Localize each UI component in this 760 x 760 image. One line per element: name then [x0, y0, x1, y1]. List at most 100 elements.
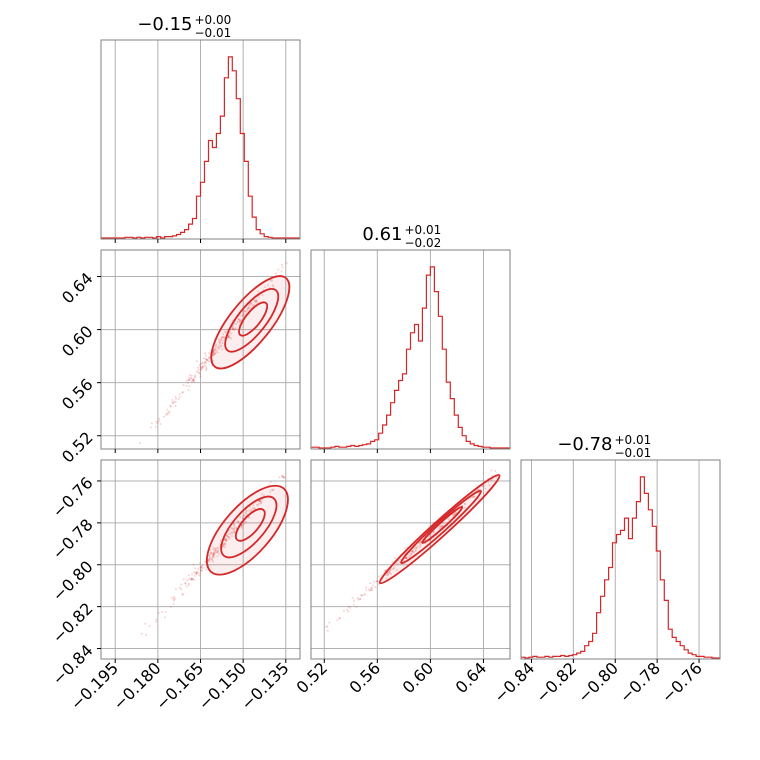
scatter-point	[210, 551, 213, 554]
scatter-point	[247, 307, 250, 310]
scatter-point	[223, 330, 226, 333]
scatter-point	[204, 352, 206, 355]
scatter-point	[251, 507, 254, 510]
scatter-point	[166, 408, 169, 411]
pair-2-contour-1	[400, 489, 482, 565]
scatter-point	[224, 543, 227, 546]
scatter-point	[370, 587, 373, 590]
scatter-point	[199, 375, 202, 378]
scatter-point	[215, 343, 218, 346]
scatter-point	[255, 504, 258, 507]
scatter-point	[392, 567, 395, 570]
scatter-point	[174, 588, 177, 591]
scatter-point	[357, 597, 359, 599]
scatter-point	[245, 510, 248, 512]
scatter-point	[177, 398, 180, 401]
scatter-point	[258, 500, 261, 502]
scatter-point	[199, 368, 202, 371]
scatter-point	[195, 570, 198, 573]
scatter-point	[227, 535, 230, 538]
scatter-point	[213, 549, 216, 552]
scatter-point	[192, 379, 195, 382]
scatter-point	[230, 532, 233, 535]
scatter-point	[256, 298, 259, 301]
scatter-point	[236, 321, 239, 324]
scatter-point	[231, 535, 234, 537]
histogram-2-title: −0.78 +0.01−0.01	[557, 433, 651, 460]
scatter-point	[258, 500, 261, 503]
scatter-point	[257, 502, 260, 505]
histogram-2-frame	[520, 459, 721, 660]
scatter-point	[180, 583, 183, 586]
scatter-point	[222, 333, 225, 336]
scatter-point	[173, 599, 176, 602]
scatter-point	[194, 571, 197, 574]
scatter-point	[209, 552, 212, 555]
scatter-point	[206, 359, 209, 362]
scatter-point	[370, 586, 373, 589]
scatter-point	[148, 625, 151, 627]
scatter-point	[389, 571, 391, 574]
scatter-point	[225, 535, 228, 538]
scatter-point	[376, 580, 379, 583]
scatter-point	[263, 286, 266, 288]
scatter-point	[185, 379, 188, 382]
scatter-point	[197, 371, 200, 374]
scatter-point	[185, 585, 188, 588]
scatter-point	[190, 374, 193, 377]
scatter-point	[188, 385, 191, 388]
title-value: −0.78	[557, 434, 612, 455]
scatter-point	[237, 521, 240, 524]
scatter-point	[404, 556, 407, 559]
scatter-point	[256, 503, 259, 506]
scatter-point	[250, 508, 252, 511]
scatter-point	[369, 589, 372, 592]
scatter-point	[219, 341, 221, 344]
scatter-point	[336, 619, 339, 622]
histogram-1-title: 0.61 +0.01−0.02	[362, 223, 441, 250]
scatter-point	[225, 539, 228, 542]
scatter-point	[187, 582, 190, 585]
scatter-point	[204, 361, 207, 363]
histogram-1-frame	[310, 249, 511, 450]
scatter-point	[255, 300, 258, 303]
scatter-point	[385, 577, 388, 580]
scatter-point	[281, 474, 284, 477]
scatter-point	[174, 401, 177, 404]
scatter-point	[194, 567, 197, 570]
scatter-point	[202, 365, 205, 368]
scatter-point	[412, 551, 415, 554]
scatter-point	[226, 534, 229, 537]
scatter-point	[144, 633, 147, 636]
scatter-point	[192, 563, 195, 566]
scatter-point	[214, 344, 217, 347]
scatter-point	[388, 570, 390, 573]
scatter-point	[181, 593, 184, 596]
scatter-point	[353, 600, 355, 603]
scatter-point	[214, 351, 217, 354]
scatter-point	[188, 574, 190, 577]
scatter-point	[249, 306, 252, 309]
scatter-point	[441, 525, 444, 528]
scatter-point	[441, 525, 444, 528]
scatter-point	[197, 368, 200, 371]
scatter-point	[204, 364, 207, 367]
scatter-point	[178, 586, 181, 589]
scatter-point	[178, 396, 181, 399]
scatter-point	[260, 500, 263, 503]
scatter-point	[242, 312, 245, 315]
scatter-point	[231, 325, 234, 328]
scatter-point	[187, 376, 190, 379]
pair-0-contour-1	[224, 288, 280, 353]
scatter-point	[477, 497, 480, 500]
scatter-point	[209, 558, 211, 561]
histogram-0-line	[101, 56, 300, 239]
scatter-point	[204, 362, 207, 364]
scatter-point	[154, 426, 157, 428]
scatter-point	[205, 369, 208, 372]
scatter-point	[277, 268, 280, 271]
scatter-point	[224, 539, 227, 542]
scatter-point	[191, 578, 194, 581]
scatter-point	[181, 391, 184, 394]
scatter-point	[410, 550, 413, 553]
